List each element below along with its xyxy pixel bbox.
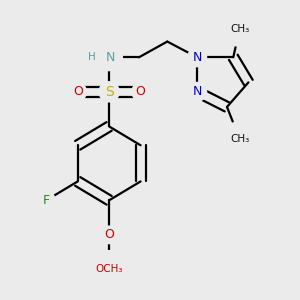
Text: CH₃: CH₃ (230, 134, 249, 144)
Circle shape (90, 250, 128, 288)
Text: N: N (106, 51, 116, 64)
Circle shape (188, 48, 207, 67)
Circle shape (96, 44, 122, 70)
Circle shape (188, 82, 207, 101)
Text: O: O (136, 85, 146, 98)
Text: N: N (193, 51, 202, 64)
Circle shape (100, 226, 118, 244)
Text: N: N (193, 85, 202, 98)
Circle shape (222, 12, 257, 46)
Text: OCH₃: OCH₃ (95, 264, 123, 274)
Circle shape (96, 44, 122, 70)
Text: F: F (43, 194, 50, 207)
Circle shape (132, 83, 149, 101)
Text: CH₃: CH₃ (230, 24, 249, 34)
Circle shape (69, 83, 86, 101)
Circle shape (99, 82, 119, 102)
Text: O: O (73, 85, 82, 98)
Text: O: O (104, 228, 114, 242)
Circle shape (222, 122, 257, 156)
Text: H: H (88, 52, 96, 62)
Text: S: S (105, 85, 113, 99)
Circle shape (38, 191, 55, 209)
